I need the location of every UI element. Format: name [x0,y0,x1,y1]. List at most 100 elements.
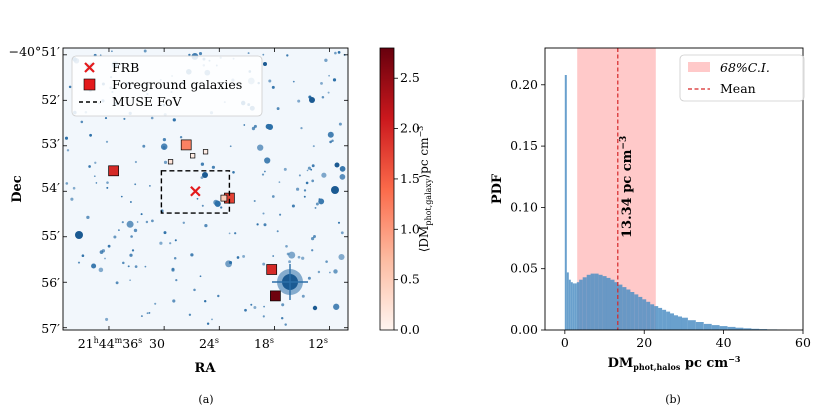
field-source [253,306,257,309]
field-source [201,204,204,207]
histogram-bar [695,322,704,330]
ytick-56: 56′ [41,275,60,290]
field-source [136,221,139,223]
bright-source [75,231,83,239]
colorbar-tick-label: 1.0 [400,221,420,236]
field-source [160,143,168,150]
field-source [244,308,247,312]
ytick-51: −40°51′ [9,44,61,59]
field-source [175,278,178,282]
field-source [340,231,344,235]
histogram-bar [678,316,682,330]
legend-galaxies-label: Foreground galaxies [112,77,242,92]
legend-ci-label: 68%C.I. [720,60,770,75]
ytick-label: 0.15 [510,138,538,153]
legend-mean-label: Mean [720,81,756,96]
field-source [338,253,345,261]
field-source [276,230,279,233]
field-source [236,256,240,259]
field-source [228,260,233,265]
panel-b-xlabel: DMphot,halos pc cm−3 [608,354,741,372]
field-source [234,232,237,235]
field-source [307,276,311,280]
field-source [311,249,314,252]
field-source [203,299,207,303]
field-source [66,149,70,152]
field-source [320,81,323,85]
colorbar-tick-label: 0.0 [400,322,420,337]
field-source [264,157,271,164]
field-source [314,206,317,209]
field-source [297,99,301,103]
field-source [107,244,111,248]
histogram-bar [594,273,599,330]
histogram-bar [586,274,591,330]
field-source [88,165,91,168]
field-source [256,223,259,226]
histogram-bar [650,304,655,330]
colorbar-ticks: 0.0 0.5 1.0 1.5 2.0 2.5 [394,70,420,337]
field-source [149,185,151,187]
colorbar-tick-label: 2.0 [400,121,420,136]
field-source [321,96,325,99]
histogram-bar [626,289,631,330]
field-source [232,171,235,174]
field-source [188,53,191,57]
field-source [151,219,154,223]
field-source [262,262,266,266]
field-source [262,212,265,215]
field-source [261,173,265,176]
field-source [80,120,84,124]
histogram-bar [751,328,760,330]
field-source [140,213,143,216]
field-source [251,126,256,131]
foreground-galaxy-markers [108,139,281,302]
field-source [278,181,281,183]
field-source [318,198,321,201]
field-source [81,254,85,257]
field-source [134,265,138,268]
histogram-bar [570,282,573,330]
field-source [333,269,338,274]
histogram-bar [634,294,639,330]
frb-marker [190,185,201,197]
histogram-bar [566,272,569,330]
foreground-galaxy [180,139,192,151]
field-source [327,91,330,94]
field-source [325,260,328,263]
field-source [72,186,76,190]
field-source [169,242,172,245]
foreground-galaxy [108,165,119,177]
legend-galaxy-icon [83,78,96,91]
xtick-30s: 30 [149,336,165,351]
panel-b-legend: 68%C.I. Mean [679,54,805,102]
field-source [250,303,253,306]
histogram-bar [666,311,671,330]
field-source [263,305,265,308]
field-source [310,168,313,171]
histogram-bar [719,326,728,330]
histogram-bar [638,296,643,330]
field-source [220,206,223,209]
histogram-bar [743,328,752,330]
xtick-label: 20 [636,335,652,350]
field-source [334,51,337,55]
field-source [317,270,321,274]
field-source [315,202,319,206]
field-source [127,265,130,268]
field-source [196,197,199,200]
field-source [296,187,300,191]
panel-b: 0 20 40 60 0.00 0.05 0.10 0.15 0.20 13.34 pc cm−… [490,47,811,406]
field-source [134,160,137,164]
field-source [190,253,194,257]
field-source [143,49,147,53]
colorbar-tick-label: 1.5 [400,171,420,186]
legend-frb-label: FRB [112,60,139,75]
histogram-bar [658,307,663,330]
field-source [89,133,92,137]
caption-b: (b) [665,393,681,406]
field-source [271,195,275,198]
histogram-bar [618,284,623,330]
field-source [265,123,271,130]
histogram-bar [568,279,571,330]
